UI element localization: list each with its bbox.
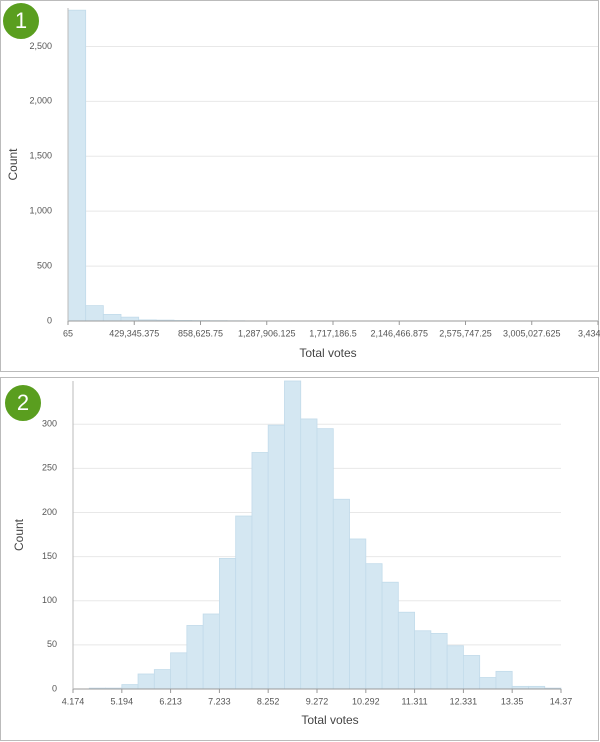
y-tick-label: 1,500 <box>29 151 52 161</box>
x-tick-label: 6.213 <box>159 696 182 706</box>
x-tick-label: 429,345.375 <box>109 328 159 338</box>
bar <box>251 452 269 690</box>
y-tick-label: 250 <box>42 463 57 473</box>
badge <box>3 383 43 423</box>
bar <box>316 428 334 690</box>
x-tick-label: 8.252 <box>257 696 280 706</box>
bar <box>186 625 204 690</box>
bar <box>446 645 464 690</box>
bar <box>202 613 220 690</box>
y-tick-label: 0 <box>52 683 57 693</box>
bar <box>479 677 497 690</box>
y-tick-label: 300 <box>42 419 57 429</box>
bar <box>120 316 140 322</box>
bar <box>267 424 285 690</box>
x-tick-label: 65 <box>63 328 73 338</box>
x-axis-title: Total votes <box>299 346 356 360</box>
bar <box>170 652 188 690</box>
bar <box>300 418 318 690</box>
x-tick-label: 11.311 <box>401 696 427 706</box>
bar <box>219 557 237 690</box>
bar <box>463 655 481 690</box>
bar <box>430 633 448 690</box>
y-tick-label: 150 <box>42 551 57 561</box>
x-tick-label: 9.272 <box>306 696 329 706</box>
bar <box>397 611 415 690</box>
bar <box>365 563 383 690</box>
bar <box>495 670 513 690</box>
x-tick-label: 1,717,186.5 <box>309 328 357 338</box>
x-tick-label: 2,575,747.25 <box>439 328 492 338</box>
bar <box>414 630 432 690</box>
bar <box>235 515 253 690</box>
bar <box>284 380 302 690</box>
x-tick-label: 858,625.75 <box>178 328 223 338</box>
y-tick-label: 500 <box>37 260 52 270</box>
badge <box>1 1 41 41</box>
x-tick-label: 13.35 <box>501 696 524 706</box>
bar <box>381 581 399 690</box>
x-tick-label: 3,005,027.625 <box>503 328 561 338</box>
badge-number: 2 <box>17 390 29 415</box>
y-tick-label: 0 <box>47 315 52 325</box>
bar <box>349 538 367 690</box>
x-axis-title: Total votes <box>301 713 358 727</box>
badge-number: 1 <box>15 8 27 33</box>
y-tick-label: 50 <box>47 639 57 649</box>
x-tick-label: 4.174 <box>62 696 85 706</box>
bar <box>137 673 155 690</box>
bar <box>102 314 122 322</box>
x-tick-label: 1,287,906.125 <box>238 328 296 338</box>
bar <box>153 669 171 690</box>
x-tick-label: 3,434,308 <box>578 328 600 338</box>
x-tick-label: 2,146,466.875 <box>370 328 428 338</box>
x-tick-label: 7.233 <box>208 696 231 706</box>
y-tick-label: 1,000 <box>29 206 52 216</box>
y-tick-label: 2,500 <box>29 41 52 51</box>
y-axis-title: Count <box>12 518 26 551</box>
bar <box>67 9 87 322</box>
y-axis-title: Count <box>6 148 20 181</box>
x-tick-label: 12.331 <box>450 696 478 706</box>
bar <box>332 498 350 690</box>
y-tick-label: 200 <box>42 507 57 517</box>
y-tick-label: 2,000 <box>29 96 52 106</box>
x-tick-label: 5.194 <box>111 696 134 706</box>
y-tick-label: 100 <box>42 595 57 605</box>
bar <box>121 684 139 690</box>
x-tick-label: 14.37 <box>550 696 573 706</box>
x-tick-label: 10.292 <box>352 696 380 706</box>
bar <box>85 305 104 322</box>
